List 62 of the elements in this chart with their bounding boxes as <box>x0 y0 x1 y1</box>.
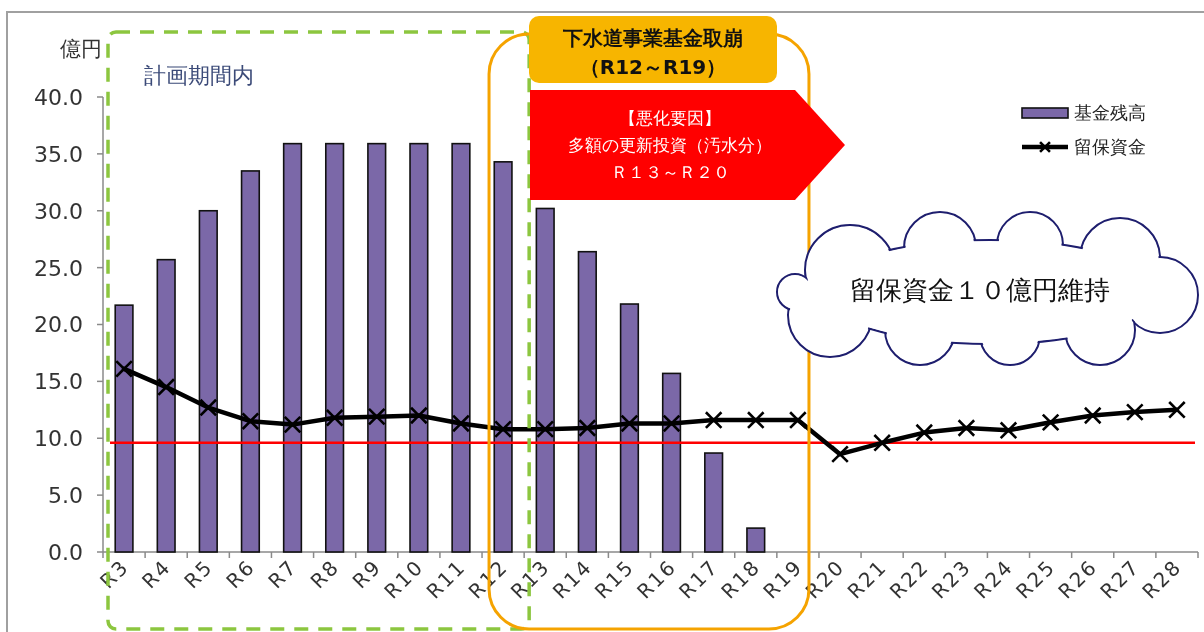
annotation: 多額の更新投資（汚水分） <box>568 135 772 155</box>
annotation: Ｒ１３～Ｒ２０ <box>610 162 730 182</box>
legend-label: 基金残高 <box>1074 102 1146 124</box>
point <box>999 421 1018 439</box>
point <box>157 378 175 396</box>
point <box>957 419 976 437</box>
point <box>368 407 386 426</box>
bar <box>367 142 387 553</box>
point <box>325 409 344 427</box>
bar <box>240 170 261 553</box>
x-tick-label: R4 <box>137 554 176 594</box>
point <box>494 420 512 438</box>
point <box>1084 406 1102 425</box>
point <box>410 406 428 425</box>
x-tick-label: R8 <box>305 554 345 594</box>
x-tick-label: R5 <box>179 554 218 594</box>
x-tick-label: R6 <box>221 554 260 594</box>
y-tick-label: 35.0 <box>34 141 83 167</box>
text: 下水道事業基金取崩 <box>562 26 743 50</box>
y-tick-label: 20.0 <box>34 312 83 338</box>
legend-label: 留保資金 <box>1074 136 1146 158</box>
point <box>1168 401 1186 419</box>
text: 計画期間内 <box>143 63 254 88</box>
point <box>747 411 765 429</box>
x-tick-label: R7 <box>263 554 303 594</box>
y-tick-label: 0.0 <box>48 539 83 565</box>
bar <box>198 209 218 553</box>
point <box>536 420 554 438</box>
annotation: 留保資金１０億円維持 <box>850 275 1110 305</box>
point <box>241 412 260 430</box>
point <box>704 411 723 429</box>
point <box>873 434 891 452</box>
text: （R12～R19） <box>579 55 727 79</box>
point <box>115 360 133 378</box>
point <box>831 445 849 463</box>
y-axis-title: 億円 <box>60 37 102 61</box>
y-tick-label: 25.0 <box>34 255 83 281</box>
y-tick-label: 5.0 <box>48 483 83 509</box>
bar <box>409 142 429 553</box>
y-tick-label: 10.0 <box>34 426 83 452</box>
y-tick-label: 15.0 <box>34 369 83 395</box>
bar <box>451 142 471 553</box>
bar <box>577 250 597 553</box>
bar <box>661 372 682 553</box>
y-tick-label: 40.0 <box>34 84 83 110</box>
bar <box>619 303 640 553</box>
point <box>199 398 217 417</box>
point <box>1126 403 1144 421</box>
bar <box>535 207 555 553</box>
bar <box>746 527 766 553</box>
point <box>915 423 933 442</box>
y-tick-label: 30.0 <box>34 198 83 224</box>
bar <box>324 142 345 553</box>
bar <box>156 258 176 553</box>
point <box>578 419 597 437</box>
point <box>452 414 470 433</box>
bar <box>114 304 134 553</box>
annotation: 【悪化要因】 <box>619 108 721 128</box>
bar <box>493 161 513 553</box>
point <box>1041 413 1060 432</box>
bar <box>704 452 724 553</box>
bar <box>282 142 303 553</box>
